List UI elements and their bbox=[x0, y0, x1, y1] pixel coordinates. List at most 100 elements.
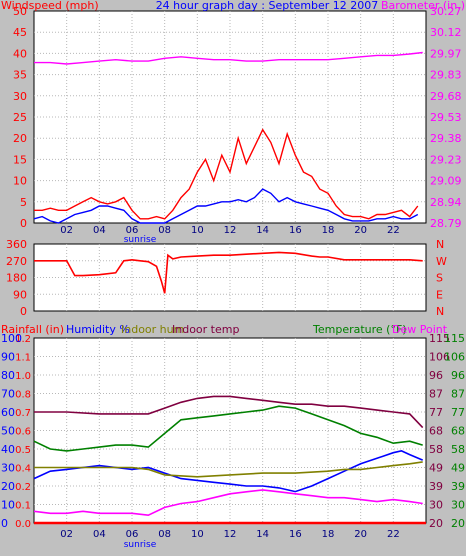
wind-x-tick-label: 04 bbox=[93, 225, 106, 236]
winddir-degree-label: 90 bbox=[13, 288, 27, 301]
temperature-line bbox=[33, 405, 423, 452]
wind-x-tick-label: 10 bbox=[191, 225, 204, 236]
windspeed-tick-label: 30 bbox=[13, 90, 27, 103]
temperature-tick-label-outer: 49 bbox=[451, 462, 465, 475]
humidity-tick-label: 10 bbox=[1, 499, 15, 512]
humidity-tick-label: 20 bbox=[1, 480, 15, 493]
winddir-degree-label: 270 bbox=[6, 255, 27, 268]
temp-x-tick-label: 12 bbox=[224, 529, 237, 540]
humidity-line bbox=[33, 450, 424, 493]
temp-x-tick-label: 08 bbox=[158, 529, 171, 540]
humidity-tick-label: 80 bbox=[1, 369, 15, 382]
temperature-tick-label-outer: 87 bbox=[451, 388, 465, 401]
windspeed-line bbox=[34, 128, 419, 220]
windspeed-tick-label: 40 bbox=[13, 47, 27, 60]
barometer-tick-label: 30.27 bbox=[430, 5, 462, 18]
temp-x-tick-label: 10 bbox=[191, 529, 204, 540]
humidity-tick-label: 30 bbox=[1, 462, 15, 475]
barometer-tick-label: 29.97 bbox=[430, 47, 462, 60]
temperature-tick-label-outer: 20 bbox=[451, 517, 465, 530]
wind-x-tick-label: 06 bbox=[126, 225, 139, 236]
rainfall-tick-label: 1.1 bbox=[15, 353, 31, 364]
temp-x-tick-label: 22 bbox=[387, 529, 400, 540]
temperature-tick-label-outer: 30 bbox=[451, 499, 465, 512]
temperature-tick-label-outer: 106 bbox=[444, 351, 465, 364]
windspeed-tick-label: 50 bbox=[13, 5, 27, 18]
dew-point-line bbox=[33, 489, 423, 517]
rainfall-tick-label: 0.0 bbox=[15, 519, 31, 530]
rainfall-tick-labels: 0.0 0.1 0.2 0.4 0.5 0.6 0.7 0.8 1.0 1.1 1.2 bbox=[15, 334, 31, 530]
wind-x-tick-label: 12 bbox=[224, 225, 237, 236]
wind-x-tick-label: 14 bbox=[256, 225, 269, 236]
temperature-tick-labels-inner: 20 30 39 49 58 68 77 87 96 106 115 bbox=[429, 332, 450, 530]
winddir-degree-labels: 0 90 180 270 360 bbox=[6, 238, 27, 318]
rainfall-tick-label: 0.8 bbox=[15, 390, 31, 401]
temperature-tick-labels-outer: 20 30 39 49 58 68 77 87 96 106 115 bbox=[444, 332, 465, 530]
rainfall-tick-label: 1.0 bbox=[15, 371, 31, 382]
barometer-tick-label: 29.83 bbox=[430, 69, 462, 82]
temp-x-tick-label: 06 bbox=[126, 529, 139, 540]
barometer-tick-label: 29.23 bbox=[430, 153, 462, 166]
wind-barometer-panel: 0 5 10 15 20 25 30 35 40 45 50 28.79 28.94 29.09 29.2… bbox=[1, 0, 465, 245]
temperature-tick-label-inner: 49 bbox=[429, 462, 443, 475]
temperature-tick-label-outer: 77 bbox=[451, 406, 465, 419]
barometer-tick-label: 29.53 bbox=[430, 111, 462, 124]
windspeed-tick-label: 25 bbox=[13, 111, 27, 124]
temperature-tick-label-inner: 115 bbox=[429, 332, 450, 345]
wind-x-tick-label: 08 bbox=[158, 225, 171, 236]
wind-x-tick-label: 20 bbox=[354, 225, 367, 236]
windspeed-tick-label: 5 bbox=[20, 196, 27, 209]
wind-x-tick-label: 22 bbox=[387, 225, 400, 236]
rainfall-tick-label: 0.1 bbox=[15, 501, 31, 512]
temp-x-tick-label: 14 bbox=[256, 529, 269, 540]
winddir-compass-label: E bbox=[436, 288, 443, 301]
windspeed-tick-labels: 0 5 10 15 20 25 30 35 40 45 50 bbox=[13, 5, 27, 230]
temperature-tick-label-inner: 68 bbox=[429, 425, 443, 438]
barometer-tick-labels: 28.79 28.94 29.09 29.23 29.38 29.53 29.68 29.83… bbox=[430, 5, 462, 230]
barometer-tick-label: 28.79 bbox=[430, 217, 462, 230]
temperature-tick-label-inner: 96 bbox=[429, 369, 443, 382]
windspeed-tick-label: 0 bbox=[20, 217, 27, 230]
humidity-tick-label: 50 bbox=[1, 425, 15, 438]
humidity-tick-label: 90 bbox=[1, 351, 15, 364]
winddir-compass-label: S bbox=[436, 272, 443, 285]
temperature-tick-label-inner: 87 bbox=[429, 388, 443, 401]
temp-x-tick-labels: 02 04 06 08 10 12 14 16 18 20 22 bbox=[60, 529, 399, 540]
temp-x-tick-label: 18 bbox=[322, 529, 335, 540]
wind-x-tick-label: 16 bbox=[289, 225, 302, 236]
chart-title: 24 hour graph day : September 12 2007 bbox=[156, 0, 379, 12]
temperature-tick-label-outer: 96 bbox=[451, 369, 465, 382]
indoor-hum-label: Indoor hum bbox=[121, 323, 184, 336]
temp-x-tick-label: 20 bbox=[354, 529, 367, 540]
temperature-tick-label-inner: 39 bbox=[429, 480, 443, 493]
rainfall-tick-label: 0.2 bbox=[15, 482, 31, 493]
winddir-grid bbox=[34, 244, 426, 311]
rainfall-tick-label: 0.5 bbox=[15, 445, 31, 456]
sunrise-marker-label-bottom: sunrise bbox=[124, 540, 157, 550]
temperature-tick-label-outer: 39 bbox=[451, 480, 465, 493]
humidity-tick-label: 100 bbox=[1, 332, 22, 345]
temp-x-tick-label: 02 bbox=[60, 529, 73, 540]
indoor-temp-label: Indoor temp bbox=[172, 323, 239, 336]
humidity-tick-label: 60 bbox=[1, 406, 15, 419]
winddir-series bbox=[34, 251, 423, 294]
wind-series bbox=[33, 51, 423, 224]
temp-series bbox=[33, 395, 426, 525]
barometer-axis-label: Barometer (in.) bbox=[381, 0, 465, 12]
barometer-tick-label: 29.68 bbox=[430, 90, 462, 103]
barometer-tick-label: 29.38 bbox=[430, 132, 462, 145]
temperature-label: Temperature (°F) bbox=[312, 323, 407, 336]
humidity-label: Humidity % bbox=[66, 323, 130, 336]
humidity-tick-label: 70 bbox=[1, 388, 15, 401]
temperature-tick-label-inner: 58 bbox=[429, 443, 443, 456]
barometer-tick-label: 28.94 bbox=[430, 196, 462, 209]
indoor-hum-line bbox=[34, 461, 423, 478]
temperature-tick-label-inner: 20 bbox=[429, 517, 443, 530]
temperature-tick-label-inner: 106 bbox=[429, 351, 450, 364]
wind-average-line bbox=[33, 188, 419, 224]
winddir-line bbox=[34, 251, 423, 294]
temperature-tick-label-outer: 115 bbox=[444, 332, 465, 345]
windspeed-tick-label: 35 bbox=[13, 69, 27, 82]
